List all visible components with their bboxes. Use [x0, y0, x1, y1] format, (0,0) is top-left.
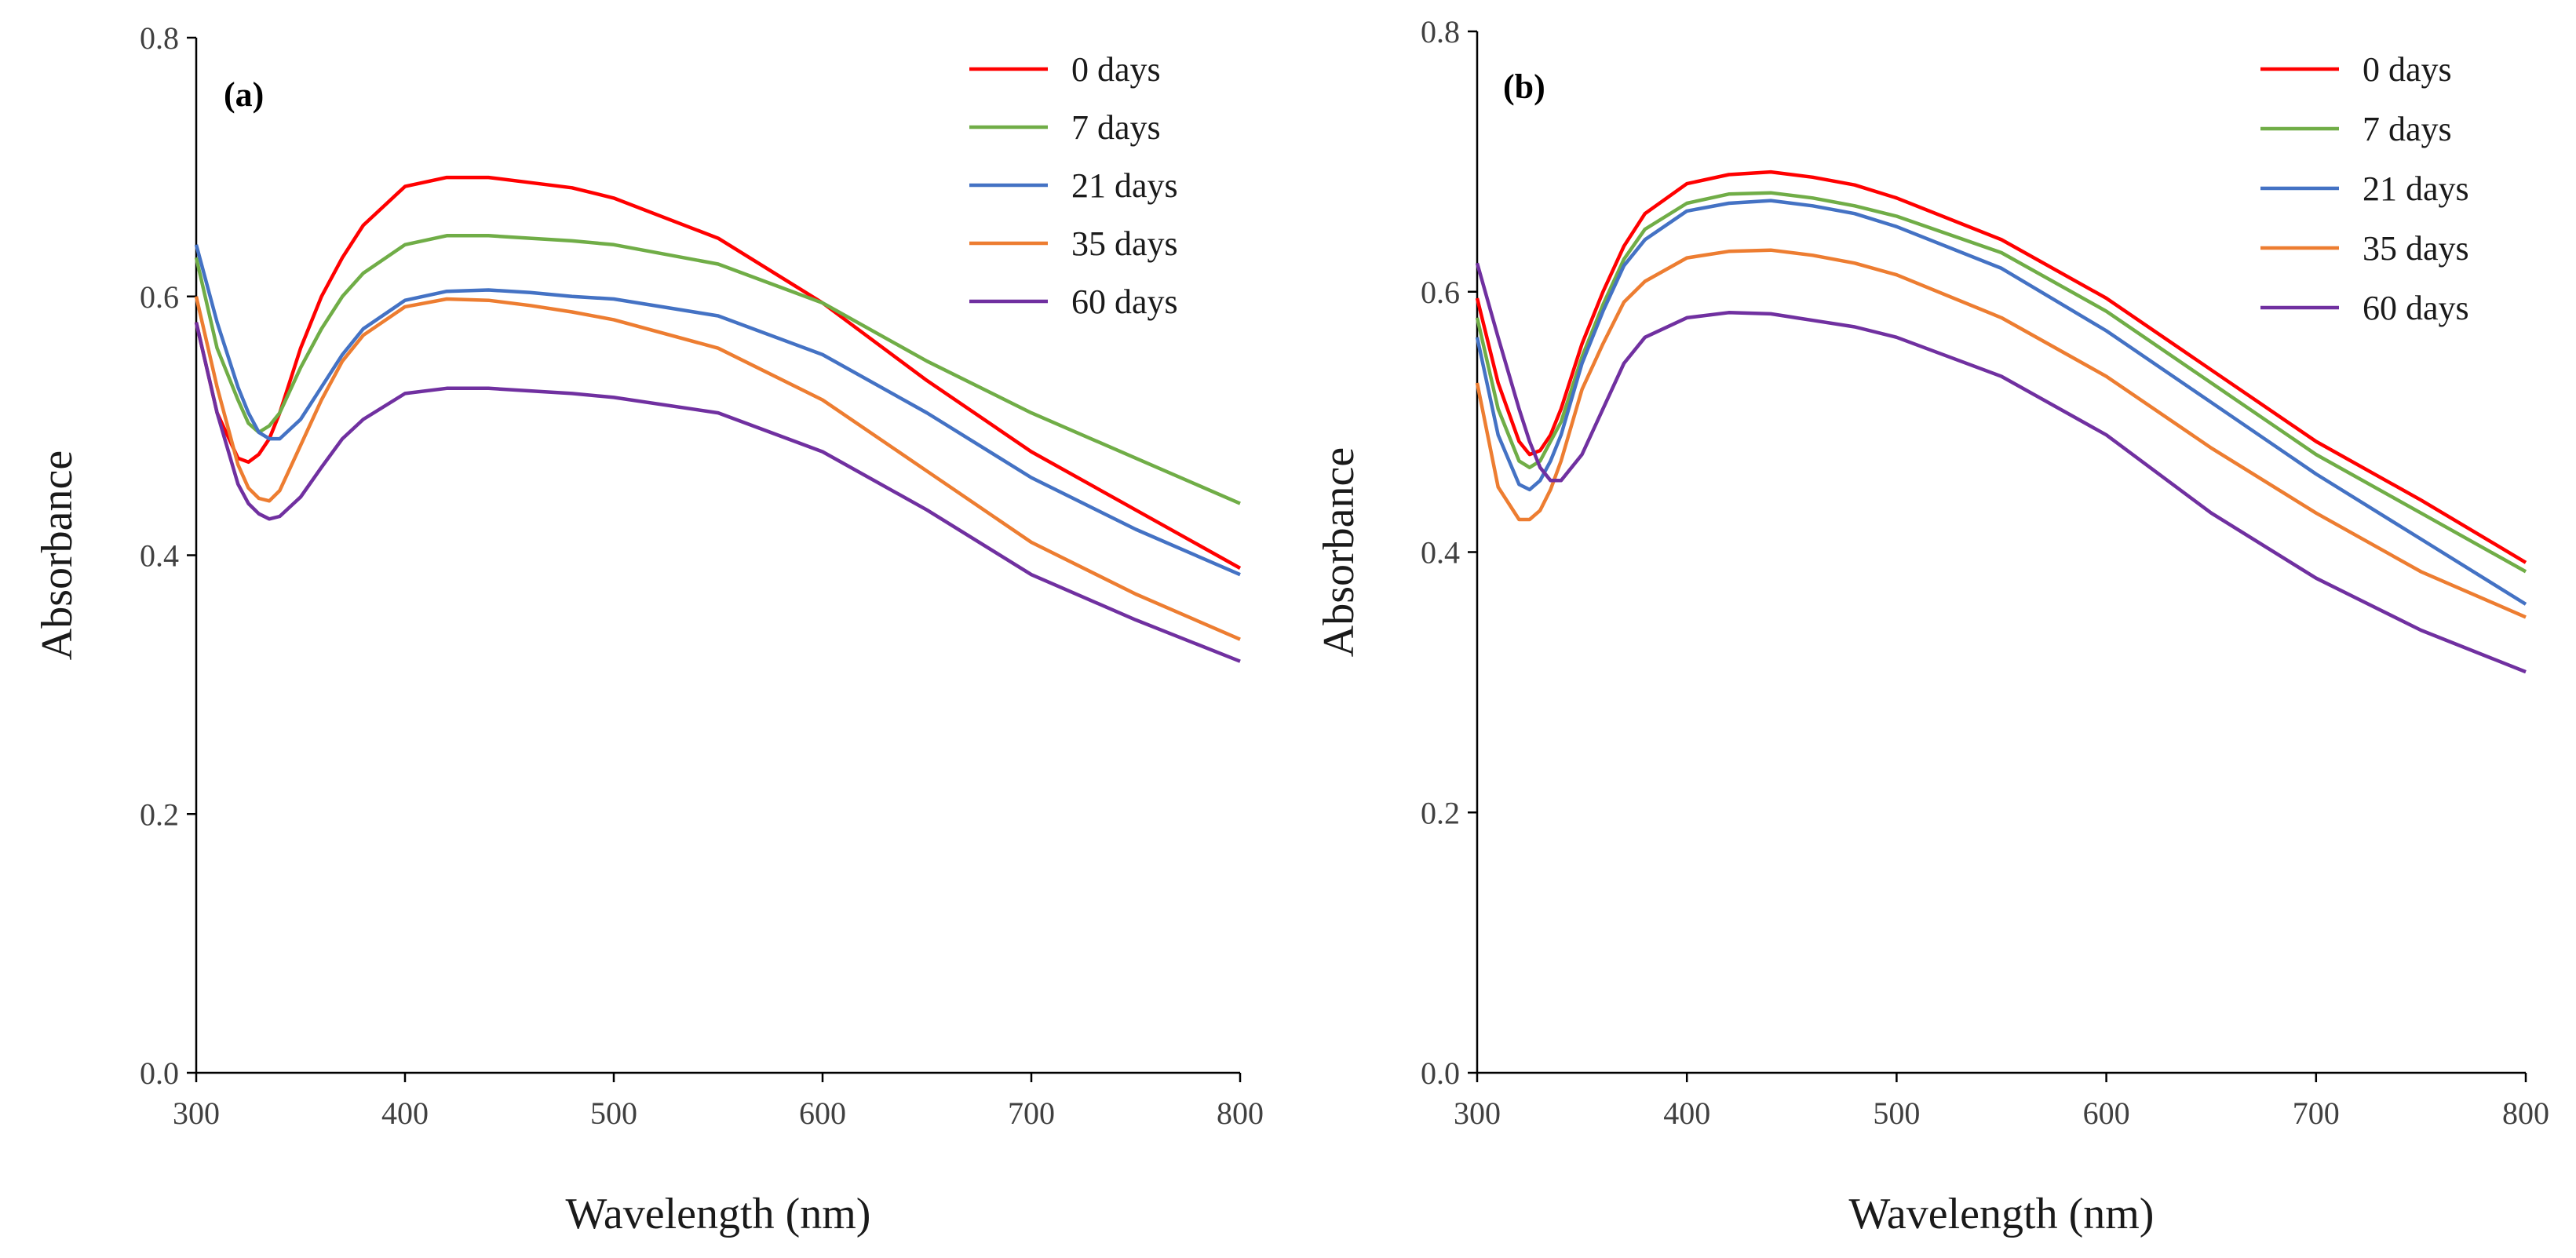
- chart-panel-b: 0.0 0.2 0.4 0.6 0.8 300 400 500 600 700 800 Wavelen…: [1315, 14, 2549, 1238]
- y-tick-label: 0.2: [140, 797, 179, 832]
- legend: 0 days 7 days 21 days 35 days 60 days: [969, 50, 1178, 321]
- y-tick-label: 0.6: [1421, 275, 1460, 310]
- legend-label: 35 days: [2363, 229, 2469, 268]
- series-line-21-days: [194, 244, 1241, 577]
- series-line-35-days: [194, 296, 1241, 641]
- x-tick-label: 700: [1008, 1096, 1055, 1131]
- legend-label: 21 days: [1071, 166, 1178, 205]
- x-tick-label: 300: [1454, 1096, 1501, 1131]
- legend-label: 35 days: [1071, 224, 1178, 263]
- series-line-0-days: [194, 175, 1242, 570]
- legend-label: 0 days: [1071, 50, 1161, 89]
- y-axis-title: Absorbance: [1315, 447, 1363, 657]
- legend-label: 0 days: [2363, 50, 2452, 89]
- series-line-21-days: [1475, 199, 2527, 606]
- x-tick-label: 400: [1663, 1096, 1710, 1131]
- y-tick-label: 0.0: [140, 1056, 179, 1091]
- x-axis-title: Wavelength (nm): [566, 1190, 871, 1238]
- x-axis-title: Wavelength (nm): [1849, 1190, 2155, 1238]
- panel-label: (a): [224, 75, 264, 114]
- y-tick-label: 0.8: [1421, 14, 1460, 49]
- x-tick-label: 300: [173, 1096, 220, 1131]
- legend-label: 7 days: [2363, 110, 2452, 148]
- x-tick-label: 700: [2293, 1096, 2340, 1131]
- x-tick-label: 800: [2502, 1096, 2549, 1131]
- y-tick-label: 0.4: [1421, 535, 1460, 571]
- series-line-0-days: [1475, 170, 2527, 564]
- y-tick-label: 0.0: [1421, 1056, 1460, 1091]
- legend-label: 60 days: [1071, 283, 1178, 321]
- x-tick-label: 800: [1217, 1096, 1264, 1131]
- legend-label: 7 days: [1071, 108, 1161, 147]
- x-tick-label: 500: [590, 1096, 637, 1131]
- x-tick-label: 400: [381, 1096, 429, 1131]
- y-tick-label: 0.2: [1421, 795, 1460, 830]
- panel-label: (b): [1503, 67, 1545, 106]
- x-tick-label: 600: [2083, 1096, 2130, 1131]
- y-axis-title: Absorbance: [33, 450, 82, 660]
- y-tick-label: 0.8: [140, 20, 179, 56]
- legend: 0 days 7 days 21 days 35 days 60 days: [2260, 50, 2469, 327]
- series-line-35-days: [1475, 248, 2527, 619]
- chart-panel-a: 0.0 0.2 0.4 0.6 0.8 300 400 500 600 700 800 Wavelen…: [33, 20, 1264, 1238]
- series-line-7-days: [194, 234, 1241, 505]
- legend-label: 21 days: [2363, 170, 2469, 208]
- legend-label: 60 days: [2363, 289, 2469, 327]
- series-line-60-days: [1475, 262, 2527, 674]
- y-tick-label: 0.6: [140, 279, 179, 315]
- series-line-60-days: [194, 322, 1241, 663]
- y-tick-label: 0.4: [140, 538, 179, 574]
- x-tick-label: 600: [799, 1096, 846, 1131]
- x-tick-label: 500: [1873, 1096, 1920, 1131]
